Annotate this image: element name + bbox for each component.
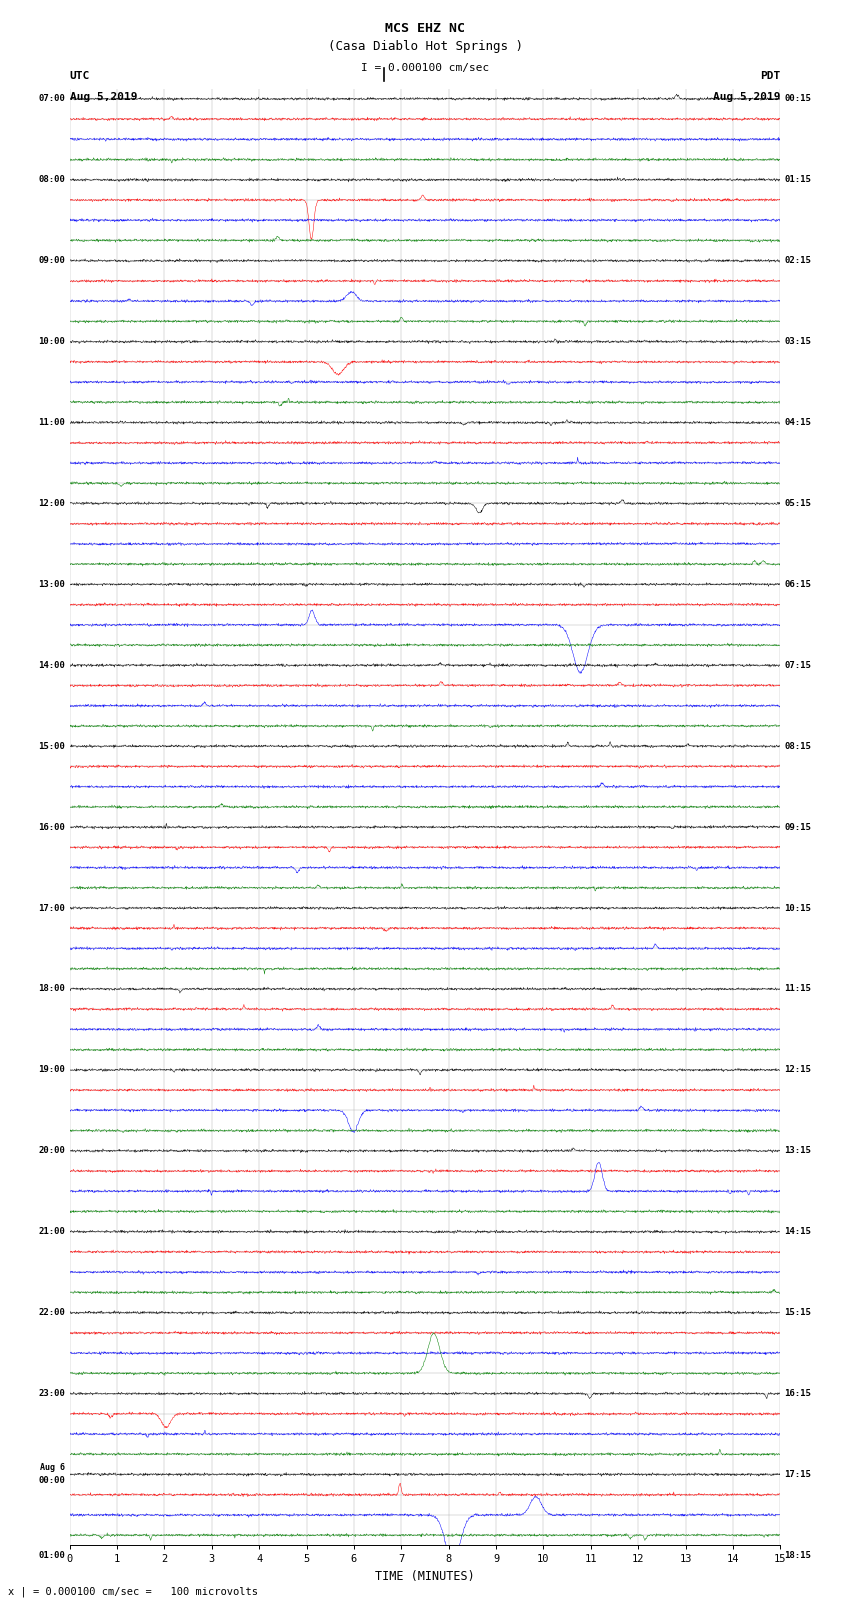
Text: 07:00: 07:00: [38, 94, 65, 103]
Text: Aug 5,2019: Aug 5,2019: [713, 92, 780, 102]
Text: 12:15: 12:15: [785, 1065, 812, 1074]
Text: 16:00: 16:00: [38, 823, 65, 832]
X-axis label: TIME (MINUTES): TIME (MINUTES): [375, 1569, 475, 1582]
Text: 15:00: 15:00: [38, 742, 65, 750]
Text: 14:00: 14:00: [38, 661, 65, 669]
Text: 18:00: 18:00: [38, 984, 65, 994]
Text: 17:00: 17:00: [38, 903, 65, 913]
Text: 20:00: 20:00: [38, 1147, 65, 1155]
Text: 08:00: 08:00: [38, 176, 65, 184]
Text: 03:15: 03:15: [785, 337, 812, 347]
Text: 09:00: 09:00: [38, 256, 65, 265]
Text: 01:15: 01:15: [785, 176, 812, 184]
Text: I = 0.000100 cm/sec: I = 0.000100 cm/sec: [361, 63, 489, 73]
Text: 12:00: 12:00: [38, 498, 65, 508]
Text: 00:15: 00:15: [785, 94, 812, 103]
Text: 21:00: 21:00: [38, 1227, 65, 1236]
Text: Aug 5,2019: Aug 5,2019: [70, 92, 137, 102]
Text: PDT: PDT: [760, 71, 780, 81]
Text: 04:15: 04:15: [785, 418, 812, 427]
Text: 06:15: 06:15: [785, 579, 812, 589]
Text: 17:15: 17:15: [785, 1469, 812, 1479]
Text: 00:00: 00:00: [38, 1476, 65, 1486]
Text: 18:15: 18:15: [785, 1550, 812, 1560]
Text: 10:15: 10:15: [785, 903, 812, 913]
Text: UTC: UTC: [70, 71, 90, 81]
Text: 19:00: 19:00: [38, 1065, 65, 1074]
Text: 11:00: 11:00: [38, 418, 65, 427]
Text: 08:15: 08:15: [785, 742, 812, 750]
Text: 05:15: 05:15: [785, 498, 812, 508]
Text: x | = 0.000100 cm/sec =   100 microvolts: x | = 0.000100 cm/sec = 100 microvolts: [8, 1586, 258, 1597]
Text: 14:15: 14:15: [785, 1227, 812, 1236]
Text: 22:00: 22:00: [38, 1308, 65, 1318]
Text: 02:15: 02:15: [785, 256, 812, 265]
Text: 13:00: 13:00: [38, 579, 65, 589]
Text: 10:00: 10:00: [38, 337, 65, 347]
Text: 07:15: 07:15: [785, 661, 812, 669]
Text: 23:00: 23:00: [38, 1389, 65, 1398]
Text: (Casa Diablo Hot Springs ): (Casa Diablo Hot Springs ): [327, 40, 523, 53]
Text: 01:00: 01:00: [38, 1550, 65, 1560]
Text: MCS EHZ NC: MCS EHZ NC: [385, 23, 465, 35]
Text: 16:15: 16:15: [785, 1389, 812, 1398]
Text: 09:15: 09:15: [785, 823, 812, 832]
Text: 13:15: 13:15: [785, 1147, 812, 1155]
Text: 15:15: 15:15: [785, 1308, 812, 1318]
Text: 11:15: 11:15: [785, 984, 812, 994]
Text: Aug 6: Aug 6: [41, 1463, 65, 1473]
